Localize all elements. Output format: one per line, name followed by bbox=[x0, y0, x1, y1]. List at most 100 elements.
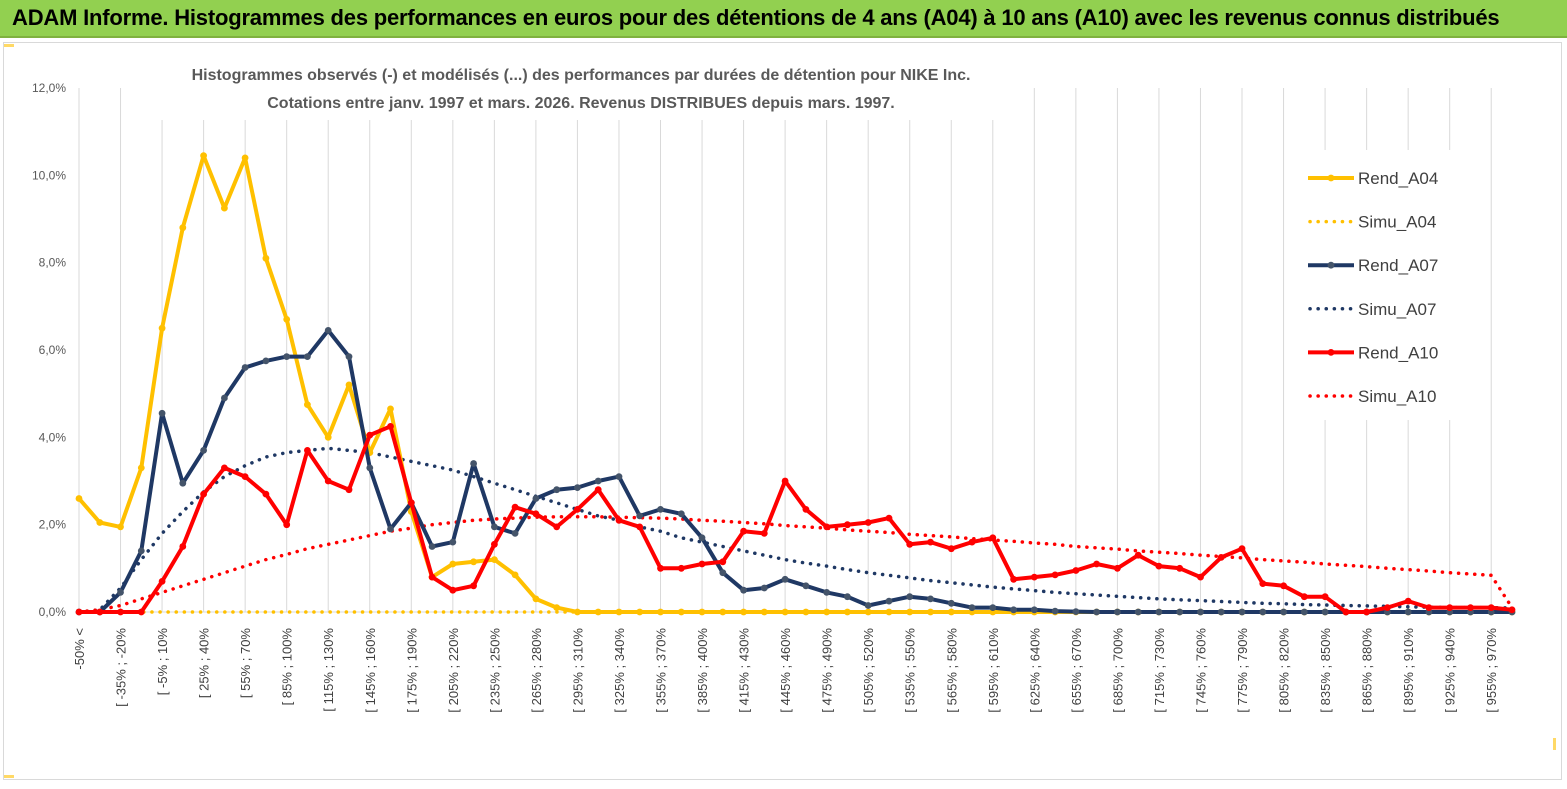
y-tick-label: 6,0% bbox=[39, 343, 67, 357]
x-tick-label: [ 565% ; 580% bbox=[944, 628, 959, 713]
data-point-Rend_A10 bbox=[1404, 597, 1412, 605]
data-point-Rend_A10 bbox=[75, 608, 83, 616]
title-banner: ADAM Informe. Histogrammes des performan… bbox=[0, 0, 1567, 38]
data-point-Rend_A04 bbox=[553, 604, 561, 611]
data-point-Rend_A10 bbox=[1030, 573, 1038, 581]
data-point-Rend_A10 bbox=[1508, 606, 1516, 614]
data-point-Rend_A10 bbox=[345, 486, 353, 494]
data-point-Rend_A10 bbox=[594, 486, 602, 494]
data-point-Rend_A10 bbox=[283, 521, 291, 529]
data-point-Rend_A07 bbox=[760, 584, 768, 592]
x-tick-label: [ 895% ; 910% bbox=[1401, 628, 1416, 713]
series-line-Simu_A10 bbox=[77, 515, 1514, 614]
data-point-Rend_A04 bbox=[864, 608, 872, 616]
data-point-Rend_A07 bbox=[1030, 606, 1038, 614]
data-point-Rend_A04 bbox=[283, 316, 291, 323]
data-point-Rend_A04 bbox=[449, 560, 457, 568]
data-point-Rend_A07 bbox=[1155, 608, 1163, 616]
x-tick-label: [ 805% ; 820% bbox=[1277, 628, 1292, 713]
data-point-Rend_A07 bbox=[366, 464, 374, 472]
data-point-Rend_A07 bbox=[636, 512, 644, 520]
data-point-Rend_A04 bbox=[574, 608, 581, 616]
data-point-Rend_A07 bbox=[677, 510, 685, 518]
data-point-Rend_A04 bbox=[387, 405, 394, 413]
data-point-Rend_A10 bbox=[1384, 604, 1391, 611]
data-point-Rend_A04 bbox=[719, 608, 727, 616]
data-point-Rend_A10 bbox=[657, 564, 664, 572]
data-point-Rend_A07 bbox=[511, 530, 519, 537]
x-tick-label: [ 355% ; 370% bbox=[654, 628, 669, 713]
x-tick-label: [ 265% ; 280% bbox=[529, 628, 544, 713]
x-tick-label: [ -35% ; -20% bbox=[114, 628, 129, 707]
data-point-Rend_A10 bbox=[947, 545, 955, 553]
x-tick-label: [ 955% ; 970% bbox=[1484, 628, 1499, 713]
data-point-Rend_A10 bbox=[615, 516, 623, 524]
data-point-Rend_A10 bbox=[470, 582, 477, 590]
x-tick-label: [ 475% ; 490% bbox=[820, 628, 835, 713]
data-point-Rend_A07 bbox=[657, 506, 664, 513]
data-point-Rend_A10 bbox=[262, 490, 270, 498]
data-point-Rend_A07 bbox=[927, 595, 934, 603]
data-point-Rend_A07 bbox=[574, 484, 581, 491]
legend-marker bbox=[1327, 261, 1335, 269]
y-tick-label: 12,0% bbox=[32, 81, 66, 95]
data-point-Rend_A04 bbox=[802, 608, 810, 616]
data-point-Rend_A10 bbox=[1280, 582, 1287, 590]
data-point-Rend_A10 bbox=[304, 447, 311, 454]
data-point-Rend_A07 bbox=[1321, 608, 1329, 616]
data-point-Rend_A04 bbox=[96, 519, 104, 526]
data-point-Rend_A07 bbox=[283, 353, 291, 360]
data-point-Rend_A07 bbox=[1093, 608, 1100, 616]
data-point-Rend_A10 bbox=[387, 423, 394, 430]
x-tick-label: [ 505% ; 520% bbox=[861, 628, 876, 713]
data-point-Rend_A07 bbox=[491, 523, 498, 531]
x-tick-label: [ 865% ; 880% bbox=[1360, 628, 1375, 713]
data-point-Rend_A10 bbox=[1134, 551, 1142, 559]
x-tick-label: [ 235% ; 250% bbox=[487, 628, 502, 713]
x-tick-label: [ 385% ; 400% bbox=[695, 628, 710, 713]
data-point-Rend_A10 bbox=[823, 523, 831, 531]
data-point-Rend_A07 bbox=[470, 460, 477, 467]
data-point-Rend_A04 bbox=[947, 608, 955, 616]
data-point-Rend_A04 bbox=[615, 608, 623, 616]
data-point-Rend_A04 bbox=[927, 608, 934, 616]
x-tick-label: [ 715% ; 730% bbox=[1152, 628, 1167, 713]
data-point-Rend_A10 bbox=[1363, 608, 1370, 616]
data-point-Rend_A07 bbox=[304, 353, 311, 360]
data-point-Rend_A10 bbox=[636, 523, 644, 531]
data-point-Rend_A07 bbox=[449, 538, 457, 546]
title-background bbox=[150, 56, 1012, 120]
data-point-Rend_A07 bbox=[1217, 608, 1225, 616]
data-point-Rend_A10 bbox=[677, 564, 685, 572]
legend-background bbox=[1290, 150, 1475, 420]
data-point-Rend_A07 bbox=[1259, 608, 1267, 616]
data-point-Rend_A10 bbox=[1300, 593, 1308, 601]
data-point-Rend_A10 bbox=[906, 540, 914, 548]
legend-label: Rend_A07 bbox=[1358, 256, 1438, 275]
x-axis-ticks: -50% < [ -35% ; -20% [ -5% ; 10% [ 25% ; 40… bbox=[72, 628, 1499, 713]
data-point-Rend_A10 bbox=[1446, 604, 1454, 611]
data-point-Rend_A07 bbox=[158, 409, 166, 417]
x-tick-label: [ 175% ; 190% bbox=[404, 628, 419, 713]
frame-corner-mark-bottom-left bbox=[4, 775, 14, 778]
data-point-Rend_A10 bbox=[511, 503, 519, 511]
chart-frame bbox=[3, 42, 1562, 780]
series-line-Rend_A10 bbox=[79, 424, 1513, 614]
data-point-Rend_A10 bbox=[1114, 564, 1121, 572]
data-point-Rend_A07 bbox=[823, 589, 831, 596]
x-tick-label: [ 85% ; 100% bbox=[280, 628, 295, 706]
data-point-Rend_A04 bbox=[760, 608, 768, 616]
data-point-Rend_A10 bbox=[802, 506, 810, 513]
data-point-Rend_A10 bbox=[1217, 554, 1225, 561]
data-point-Rend_A04 bbox=[221, 204, 228, 212]
data-point-Rend_A04 bbox=[906, 608, 914, 616]
x-tick-label: [ 445% ; 460% bbox=[778, 628, 793, 713]
data-point-Rend_A10 bbox=[864, 519, 872, 526]
data-point-Rend_A10 bbox=[740, 527, 747, 535]
x-tick-label: [ 55% ; 70% bbox=[238, 628, 253, 699]
legend-label: Simu_A07 bbox=[1358, 300, 1436, 319]
data-point-Rend_A04 bbox=[470, 558, 477, 566]
y-tick-label: 4,0% bbox=[39, 430, 67, 444]
data-point-Rend_A07 bbox=[428, 543, 436, 550]
data-point-Rend_A04 bbox=[511, 571, 519, 579]
